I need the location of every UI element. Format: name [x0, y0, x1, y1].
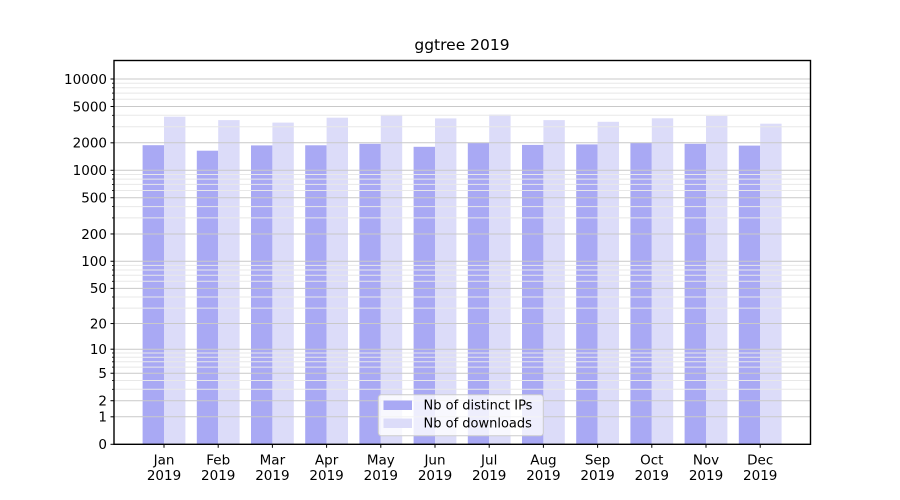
legend-label-downloads: Nb of downloads: [424, 417, 533, 432]
bar-downloads: [706, 116, 728, 445]
bar-downloads: [597, 121, 619, 445]
x-tick-label-month: Apr: [315, 453, 339, 469]
x-tick-label-year: 2019: [147, 468, 181, 484]
x-tick-label-year: 2019: [472, 468, 506, 484]
bar-distinct-ips: [305, 145, 327, 445]
y-tick-label: 100: [81, 254, 107, 270]
x-tick-label-year: 2019: [689, 468, 723, 484]
legend-swatch-distinct-ips: [383, 400, 412, 410]
bar-distinct-ips: [630, 142, 652, 445]
legend: Nb of distinct IPs Nb of downloads: [377, 394, 544, 437]
bar-downloads: [272, 122, 294, 445]
y-tick-label: 2: [98, 394, 107, 410]
grid-layer: [114, 78, 811, 418]
x-tick-label-year: 2019: [743, 468, 777, 484]
x-tick-label-year: 2019: [364, 468, 398, 484]
bar-downloads: [543, 120, 565, 445]
y-tick-label: 10: [90, 342, 107, 358]
x-tick-label-year: 2019: [635, 468, 669, 484]
x-tick-label-month: Feb: [206, 453, 230, 469]
chart-title: ggtree 2019: [414, 36, 509, 54]
y-tick-label: 1000: [73, 163, 107, 179]
legend-swatch-downloads: [383, 418, 412, 428]
bar-downloads: [760, 123, 782, 445]
y-tick-label: 5000: [73, 99, 107, 115]
y-tick-label: 2000: [73, 136, 107, 152]
bar-distinct-ips: [251, 145, 273, 445]
bar-distinct-ips: [684, 143, 706, 445]
bar-downloads: [218, 120, 240, 445]
y-tick-label: 50: [90, 281, 107, 297]
y-tick-label: 0: [98, 437, 107, 453]
x-tick-label-month: Mar: [260, 453, 286, 469]
x-tick-label-month: Oct: [640, 453, 663, 469]
x-tick-label-month: Nov: [693, 453, 719, 469]
x-tick-label-month: Aug: [530, 453, 556, 469]
bar-distinct-ips: [359, 143, 381, 445]
x-tick-label-month: Jun: [423, 453, 445, 469]
x-tick-label-month: Dec: [747, 453, 773, 469]
x-tick-label-month: Jul: [480, 453, 497, 469]
y-tick-label: 200: [81, 227, 107, 243]
y-tick-label: 500: [81, 191, 107, 207]
x-tick-label-year: 2019: [418, 468, 452, 484]
bar-distinct-ips: [738, 145, 761, 445]
x-tick-label-month: Sep: [585, 453, 610, 469]
plot-frame: [113, 59, 812, 445]
y-tick-label: 1: [98, 410, 107, 426]
bar-distinct-ips: [142, 145, 164, 445]
x-tick-label-month: May: [367, 453, 395, 469]
x-axis: Jan2019Feb2019Mar2019Apr2019May2019Jun20…: [147, 444, 777, 484]
x-tick-label-year: 2019: [201, 468, 235, 484]
x-tick-label-year: 2019: [255, 468, 289, 484]
x-tick-label-year: 2019: [580, 468, 614, 484]
bar-distinct-ips: [576, 144, 598, 445]
x-tick-label-year: 2019: [526, 468, 560, 484]
x-tick-label-year: 2019: [309, 468, 343, 484]
legend-box: [377, 394, 544, 437]
bar-distinct-ips: [522, 144, 544, 445]
y-tick-label: 5: [98, 366, 107, 382]
x-tick-label-month: Jan: [153, 453, 175, 469]
y-axis: 0 12 5 10 20 50 100 200 500 1000 2000 5000 10000: [64, 72, 114, 453]
y-tick-label: 10000: [64, 72, 107, 88]
legend-label-distinct-ips: Nb of distinct IPs: [424, 399, 533, 414]
bar-distinct-ips: [413, 146, 435, 445]
bar-downloads: [164, 116, 186, 445]
y-tick-label: 20: [90, 316, 107, 332]
